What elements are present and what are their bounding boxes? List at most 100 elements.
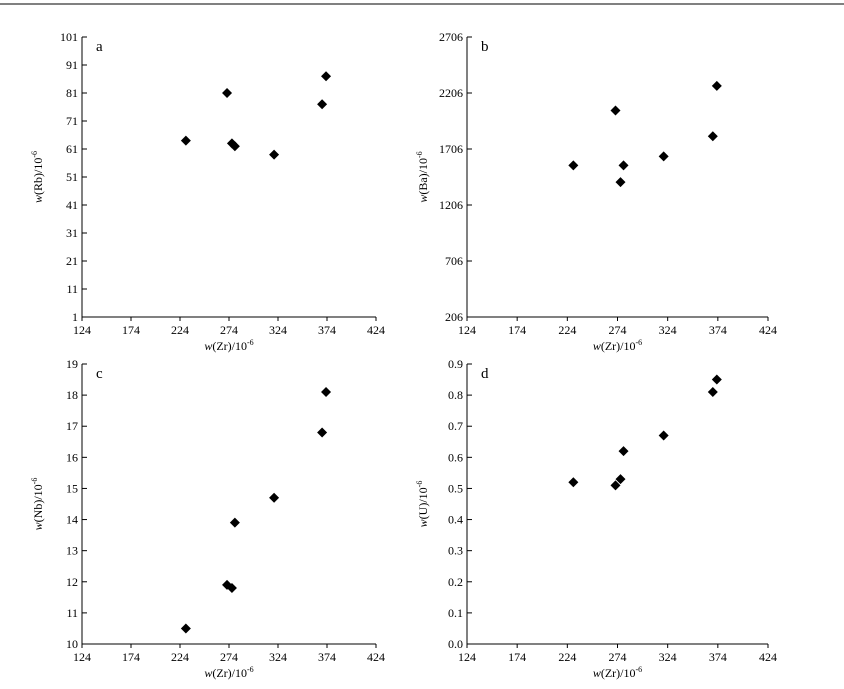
y-tick-label: 18 — [66, 388, 78, 402]
y-tick-label: 81 — [66, 86, 78, 100]
y-tick-label: 19 — [66, 357, 78, 371]
x-tick-label: 274 — [220, 650, 238, 664]
data-point — [568, 160, 579, 171]
y-axis-label: w(Ba)/10-6 — [415, 151, 430, 202]
x-axis-label-sup: -6 — [247, 338, 254, 347]
x-tick-label: 374 — [709, 323, 727, 337]
x-axis-label-sup: -6 — [636, 665, 643, 674]
x-tick-label: 374 — [318, 650, 336, 664]
y-tick-label: 10 — [66, 637, 78, 651]
data-point — [226, 583, 237, 593]
x-axis-label-sup: -6 — [636, 338, 643, 347]
x-tick-label: 224 — [558, 323, 576, 337]
x-axis-label-text: (Zr)/10 — [601, 666, 636, 680]
data-point — [658, 151, 669, 162]
y-axis-label: w(U)/10-6 — [415, 481, 430, 528]
x-tick-label: 174 — [122, 323, 140, 337]
y-tick-label: 206 — [445, 310, 463, 324]
y-tick-label: 21 — [66, 254, 78, 268]
y-axis-label-var: w — [416, 195, 430, 203]
y-tick-label: 1206 — [439, 198, 463, 212]
data-point — [707, 387, 718, 397]
x-tick-label: 274 — [609, 650, 627, 664]
y-axis-label-var: w — [416, 519, 430, 527]
y-tick-label: 2706 — [439, 30, 463, 44]
y-tick-label: 0.7 — [448, 419, 463, 433]
y-tick-label: 2206 — [439, 86, 463, 100]
data-point — [610, 480, 621, 491]
chart-panel-a: 124 174 224 274 324 374 4241112131415161718191… — [30, 30, 385, 353]
data-point — [229, 141, 240, 152]
y-tick-label: 14 — [66, 513, 78, 527]
x-axis-label: w(Zr)/10-6 — [204, 338, 253, 353]
x-tick-label: 124 — [458, 323, 476, 337]
x-tick-label: 224 — [171, 323, 189, 337]
y-tick-label: 61 — [66, 142, 78, 156]
y-tick-label: 0.4 — [448, 513, 463, 527]
x-tick-label: 424 — [759, 323, 777, 337]
y-axis-label-var: w — [31, 195, 45, 203]
y-tick-label: 12 — [66, 575, 78, 589]
y-tick-label: 0.1 — [448, 606, 463, 620]
x-tick-label: 174 — [122, 650, 140, 664]
x-axis-label-text: (Zr)/10 — [601, 339, 636, 353]
x-tick-label: 324 — [659, 650, 677, 664]
x-axis-label-var: w — [204, 339, 212, 353]
y-tick-label: 15 — [66, 481, 78, 495]
data-point — [707, 131, 718, 142]
x-tick-label: 274 — [220, 323, 238, 337]
y-axis-label-sup: -6 — [415, 151, 424, 158]
data-point — [711, 374, 722, 385]
data-point — [269, 492, 280, 503]
y-tick-label: 17 — [66, 419, 78, 433]
x-tick-label: 224 — [558, 650, 576, 664]
data-point — [321, 71, 332, 82]
data-point — [618, 446, 629, 457]
y-tick-label: 0.3 — [448, 544, 463, 558]
data-point — [610, 105, 621, 116]
y-axis-label-text: (Ba)/10 — [416, 158, 430, 195]
panel-letter-c: c — [96, 366, 103, 382]
data-point — [229, 517, 240, 528]
y-axis-label-sup: -6 — [30, 151, 39, 158]
data-point — [321, 387, 332, 397]
y-tick-label: 0.9 — [448, 357, 463, 371]
y-axis-label-var: w — [31, 522, 45, 530]
y-tick-label: 0.6 — [448, 450, 463, 464]
x-axis-label: w(Zr)/10-6 — [204, 665, 253, 680]
x-tick-label: 424 — [367, 323, 385, 337]
data-point — [618, 160, 629, 171]
y-tick-label: 91 — [66, 58, 78, 72]
x-tick-label: 424 — [367, 650, 385, 664]
x-axis-label-var: w — [593, 666, 601, 680]
y-axis-label: w(Rb)/10-6 — [30, 151, 45, 203]
panel-letter-d: d — [481, 366, 489, 382]
y-tick-label: 706 — [445, 254, 463, 268]
chart-panel-b: 124 174 224 274 324 374 424 206 706 1206 1706 2206 2… — [415, 30, 777, 353]
data-point — [269, 149, 280, 160]
x-axis-label-sup: -6 — [247, 665, 254, 674]
data-point — [615, 177, 626, 188]
data-point — [711, 80, 722, 91]
chart-panel-d: 124 174 224 274 324 374 424 0.0 0.1 0.2 0.3 0.4 0.5 0… — [415, 357, 777, 680]
y-tick-label: 13 — [66, 544, 78, 558]
x-tick-label: 124 — [73, 323, 91, 337]
x-tick-label: 274 — [609, 323, 627, 337]
y-tick-label: 16 — [66, 450, 78, 464]
y-axis-label-text: (Rb)/10 — [31, 158, 45, 195]
x-axis-label-var: w — [593, 339, 601, 353]
x-axis-label: w(Zr)/10-6 — [593, 338, 642, 353]
y-tick-label: 0.8 — [448, 388, 463, 402]
x-tick-label: 124 — [73, 650, 91, 664]
y-tick-label: 11 — [66, 606, 78, 620]
y-tick-label: 71 — [66, 114, 78, 128]
x-tick-label: 324 — [659, 323, 677, 337]
data-point — [317, 99, 328, 110]
x-axis-label: w(Zr)/10-6 — [593, 665, 642, 680]
y-tick-label: 0.5 — [448, 481, 463, 495]
x-tick-label: 174 — [508, 323, 526, 337]
x-axis-label-var: w — [204, 666, 212, 680]
y-axis-label: w(Nb)/10-6 — [30, 478, 45, 531]
y-tick-label: 1706 — [439, 142, 463, 156]
